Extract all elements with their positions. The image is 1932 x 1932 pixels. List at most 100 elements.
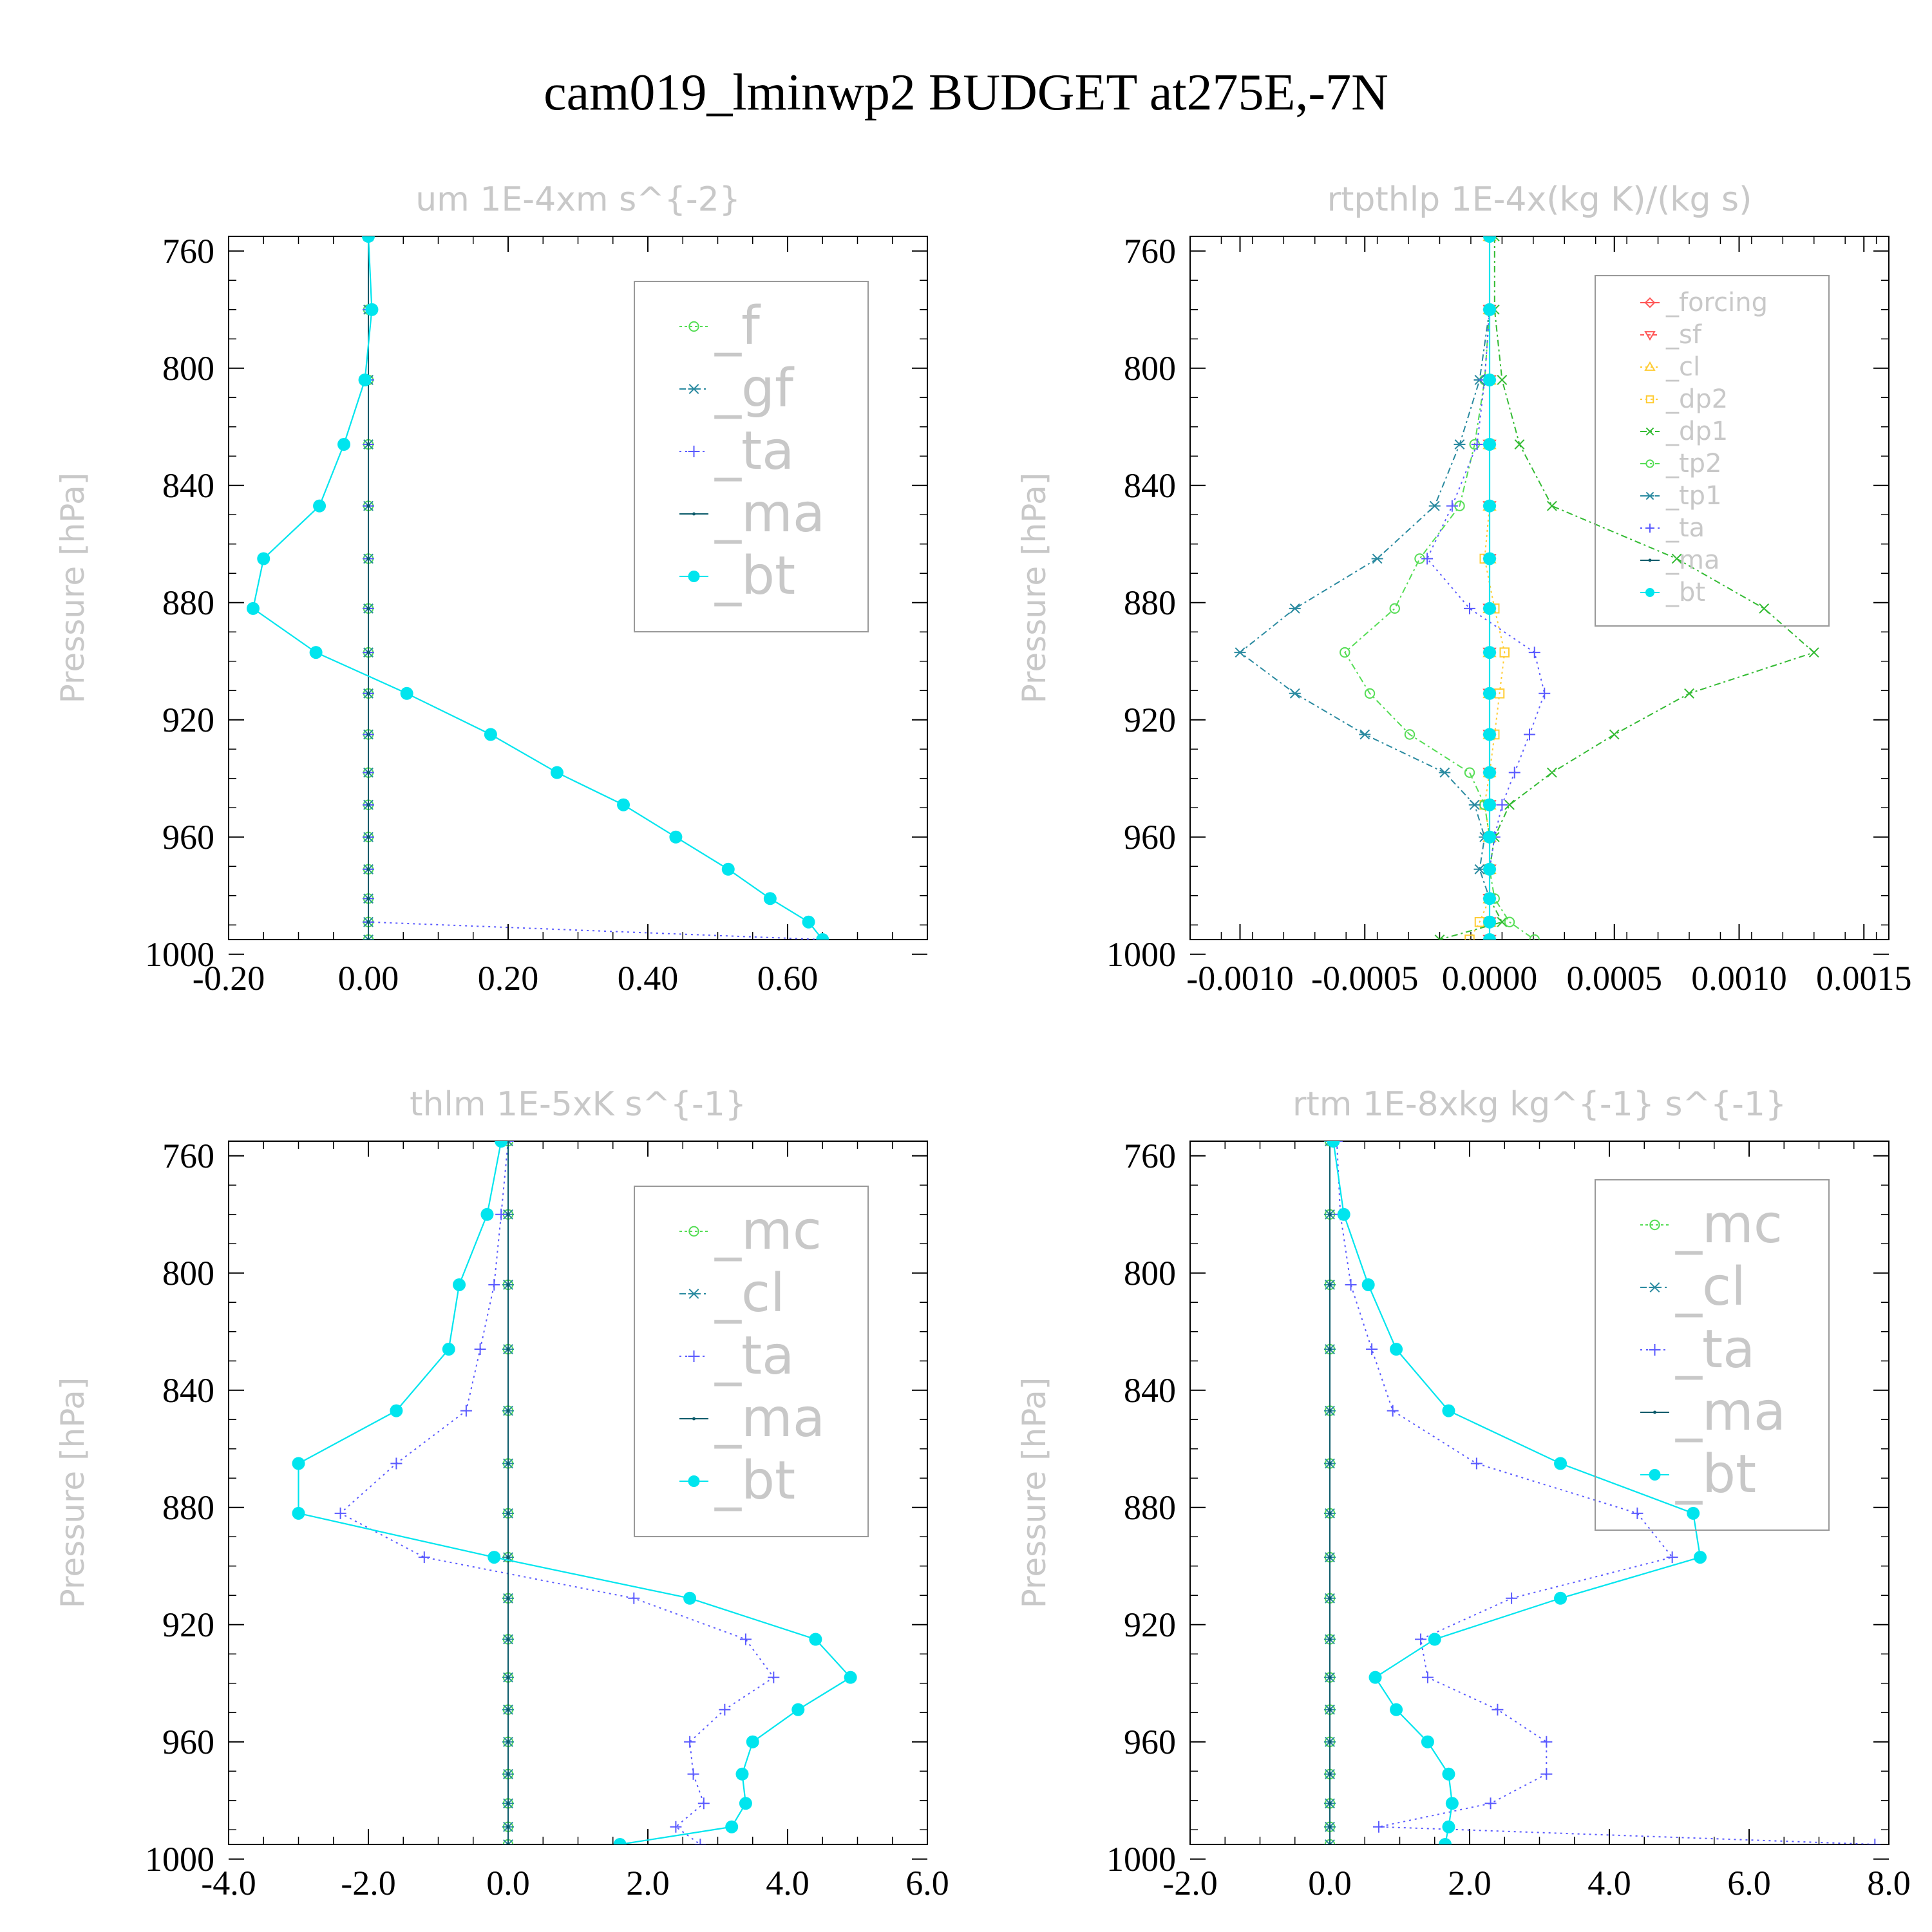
series-line-bt xyxy=(252,236,824,940)
data-point-ma xyxy=(1328,1676,1332,1680)
data-point-bt xyxy=(1483,766,1496,779)
data-point-ma xyxy=(1328,1511,1332,1515)
data-point-ma xyxy=(366,607,370,611)
data-point-bt xyxy=(763,892,777,905)
data-point-ma xyxy=(366,771,370,775)
chart-panel-1: um 1E-4xm s^{-2} Pressure [hPa] 760 800 840 8… xyxy=(54,180,928,998)
data-point-bt xyxy=(1439,1838,1452,1844)
data-point-ta xyxy=(697,1797,710,1810)
legend-entry: _bt xyxy=(1675,1444,1756,1505)
data-point-ma xyxy=(1328,1347,1332,1351)
data-point-ta xyxy=(719,1703,731,1716)
data-point-bt xyxy=(739,1797,752,1810)
data-point-tp1 xyxy=(1428,500,1441,511)
y-tick-label: 800 xyxy=(1124,1254,1176,1293)
data-point-bt xyxy=(1483,862,1496,876)
data-point-ma xyxy=(366,692,370,696)
legend-marker xyxy=(692,512,696,516)
data-point-bt xyxy=(365,303,379,316)
data-point-dp2 xyxy=(1499,647,1510,658)
x-tick-label: 0.0 xyxy=(1308,1864,1352,1902)
legend-entry: _mc xyxy=(714,1200,822,1262)
legend-entry: _ma xyxy=(1665,545,1719,575)
data-point-ma xyxy=(366,504,370,508)
series-line-tp2 xyxy=(1344,236,1535,940)
legend-marker xyxy=(1649,1282,1661,1293)
data-point-ta xyxy=(334,1507,346,1519)
data-point-ta xyxy=(1540,1768,1553,1780)
legend-marker xyxy=(688,571,700,582)
y-tick-label: 880 xyxy=(162,583,214,622)
x-tick-label: 0.0015 xyxy=(1816,959,1912,998)
data-point-ta xyxy=(1496,799,1508,811)
legend: _f_gf_ta_ma_bt xyxy=(634,281,869,632)
chart-panel-2: rtpthlp 1E-4x(kg K)/(kg s) Pressure [hPa]… xyxy=(1016,180,1912,998)
legend-marker xyxy=(1645,459,1654,468)
data-point-ta xyxy=(1470,1457,1482,1470)
y-axis-label: Pressure [hPa] xyxy=(54,1378,91,1609)
data-point-ma xyxy=(366,920,370,924)
data-point-bt xyxy=(1687,1506,1700,1520)
data-point-tp1 xyxy=(1289,688,1301,699)
legend-marker xyxy=(692,1417,696,1421)
y-tick-label: 800 xyxy=(1124,349,1176,388)
legend-box xyxy=(634,281,869,632)
data-point-bt xyxy=(791,1703,805,1716)
data-point-dp1 xyxy=(1504,799,1515,810)
data-point-bt xyxy=(1554,1591,1567,1605)
data-point-bt xyxy=(1483,438,1496,451)
data-point-ma xyxy=(366,867,370,871)
x-tick-label: 2.0 xyxy=(626,1864,670,1902)
legend-entry: _bt xyxy=(714,1450,795,1511)
data-point-bt xyxy=(1428,1633,1441,1646)
data-point-ta xyxy=(1540,1736,1553,1748)
data-point-bt xyxy=(721,862,735,876)
x-tick-label: 4.0 xyxy=(1587,1864,1631,1902)
data-point-bt xyxy=(358,373,372,386)
data-point-ma xyxy=(506,1772,510,1776)
y-tick-label: 840 xyxy=(1124,1371,1176,1410)
data-point-ta xyxy=(488,1278,500,1291)
y-tick-label: 960 xyxy=(162,1723,214,1761)
data-point-ma xyxy=(1328,1740,1332,1744)
data-point-ta xyxy=(1387,1405,1399,1417)
legend-marker xyxy=(1644,361,1656,371)
legend-entry: _cl xyxy=(1665,352,1700,382)
data-point-ta xyxy=(1372,1821,1385,1833)
data-point-ma xyxy=(1328,1638,1332,1641)
y-tick-label: 920 xyxy=(162,1605,214,1644)
data-point-bt xyxy=(746,1735,759,1748)
legend-entry: _bt xyxy=(1665,578,1705,607)
data-point-ma xyxy=(1328,1772,1332,1776)
y-tick-label: 760 xyxy=(162,1137,214,1175)
x-tick-label: 0.0010 xyxy=(1691,959,1787,998)
y-tick-label: 760 xyxy=(1124,232,1176,270)
data-point-ma xyxy=(506,1409,510,1413)
data-point-bt xyxy=(442,1343,455,1356)
legend-marker xyxy=(1645,588,1654,597)
legend-entry: _ma xyxy=(714,1388,825,1449)
y-tick-label: 920 xyxy=(162,701,214,739)
data-point-ta xyxy=(474,1343,486,1356)
x-tick-label: 0.0005 xyxy=(1567,959,1663,998)
panel-title: um 1E-4xm s^{-2} xyxy=(415,180,741,219)
x-tick-label: 0.60 xyxy=(757,959,819,998)
data-point-dp1 xyxy=(1546,500,1557,511)
data-point-bt xyxy=(816,933,829,940)
data-point-ta xyxy=(1528,647,1540,659)
data-point-ta xyxy=(1506,1592,1518,1604)
data-point-dp2 xyxy=(1464,934,1475,940)
x-tick-label: 0.0000 xyxy=(1442,959,1538,998)
data-point-tp1 xyxy=(1468,799,1481,810)
data-point-bt xyxy=(683,1591,697,1605)
data-point-bt xyxy=(390,1404,403,1417)
data-point-ma xyxy=(506,1555,510,1559)
data-point-bt xyxy=(613,1838,627,1844)
data-point-ma xyxy=(366,835,370,839)
y-tick-label: 880 xyxy=(1124,583,1176,622)
data-point-bt xyxy=(1483,601,1496,615)
data-point-tp1 xyxy=(1454,439,1466,450)
legend-marker xyxy=(1645,524,1654,533)
data-point-ma xyxy=(1328,1596,1332,1600)
